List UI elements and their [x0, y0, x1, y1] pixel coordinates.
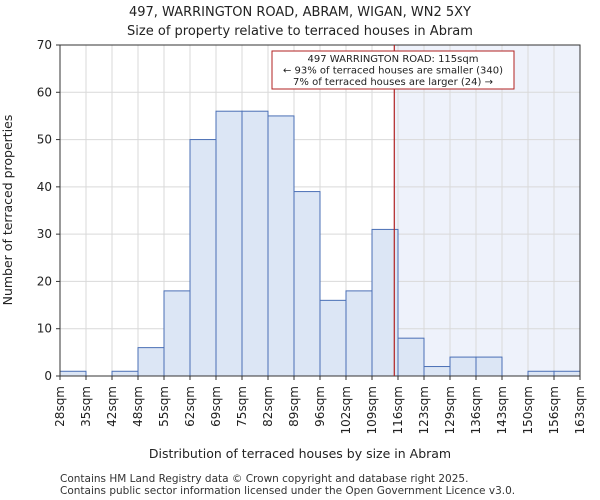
y-tick-label-40: 40 [37, 180, 52, 194]
x-tick-label-28sqm: 28sqm [53, 386, 67, 427]
bar-156sqm [553, 370, 581, 377]
x-tick-label-82sqm: 82sqm [261, 386, 275, 427]
x-tick-label-116sqm: 116sqm [391, 386, 405, 434]
y-tick-label-30: 30 [37, 227, 52, 241]
x-tick-label-89sqm: 89sqm [287, 386, 301, 427]
x-tick-label-62sqm: 62sqm [183, 386, 197, 427]
annotation-box [271, 50, 515, 90]
y-tick-label-20: 20 [37, 274, 52, 288]
x-tick-label-156sqm: 156sqm [547, 386, 561, 434]
x-tick-label-75sqm: 75sqm [235, 386, 249, 427]
y-tick-label-0: 0 [44, 369, 52, 383]
x-axis-label: Distribution of terraced houses by size … [149, 446, 451, 461]
bar-150sqm [527, 370, 555, 377]
bar-48sqm [137, 347, 165, 377]
y-axis-label: Number of terraced properties [0, 115, 15, 306]
x-tick-label-136sqm: 136sqm [469, 386, 483, 434]
bar-82sqm [267, 115, 295, 377]
footer-line-1: Contains HM Land Registry data © Crown c… [60, 473, 468, 485]
bar-55sqm [163, 290, 191, 377]
bar-123sqm [423, 366, 451, 377]
x-tick-label-96sqm: 96sqm [313, 386, 327, 427]
y-tick-label-60: 60 [37, 85, 52, 99]
bar-62sqm [189, 139, 217, 377]
bar-109sqm [371, 228, 399, 377]
x-tick-label-109sqm: 109sqm [365, 386, 379, 434]
x-tick-label-143sqm: 143sqm [495, 386, 509, 434]
x-tick-label-123sqm: 123sqm [417, 386, 431, 434]
x-tick-label-42sqm: 42sqm [105, 386, 119, 427]
x-tick-label-69sqm: 69sqm [209, 386, 223, 427]
x-tick-label-163sqm: 163sqm [573, 386, 587, 434]
y-tick-label-50: 50 [37, 133, 52, 147]
bar-28sqm [59, 370, 87, 377]
larger-region-shade [394, 45, 580, 376]
bar-42sqm [111, 370, 139, 377]
x-tick-label-150sqm: 150sqm [521, 386, 535, 434]
bar-96sqm [319, 299, 347, 377]
y-tick-label-70: 70 [37, 38, 52, 52]
plot-area: 0 10 20 30 40 50 60 70 28sqm 35sqm 42sqm 48sqm 55sqm… [37, 38, 587, 434]
x-tick-label-48sqm: 48sqm [131, 386, 145, 427]
annotation-line-2: ← 93% of terraced houses are smaller (34… [283, 66, 503, 77]
chart-subtitle: Size of property relative to terraced ho… [127, 24, 473, 39]
x-tick-label-102sqm: 102sqm [339, 386, 353, 434]
chart-title: 497, WARRINGTON ROAD, ABRAM, WIGAN, WN2 … [129, 5, 471, 20]
annotation-line-3: 7% of terraced houses are larger (24) → [293, 77, 493, 88]
bar-89sqm [293, 191, 321, 377]
x-tick-label-35sqm: 35sqm [79, 386, 93, 427]
annotation-line-1: 497 WARRINGTON ROAD: 115sqm [308, 54, 479, 65]
y-tick-label-10: 10 [37, 322, 52, 336]
bar-129sqm [449, 356, 477, 377]
x-tick-label-55sqm: 55sqm [157, 386, 171, 427]
x-tick-label-129sqm: 129sqm [443, 386, 457, 434]
footer-line-2: Contains public sector information licen… [60, 485, 515, 497]
bar-102sqm [345, 290, 373, 377]
bar-116sqm [397, 337, 425, 377]
bar-136sqm [475, 356, 503, 377]
bar-75sqm [241, 110, 269, 377]
bar-69sqm [215, 110, 243, 377]
